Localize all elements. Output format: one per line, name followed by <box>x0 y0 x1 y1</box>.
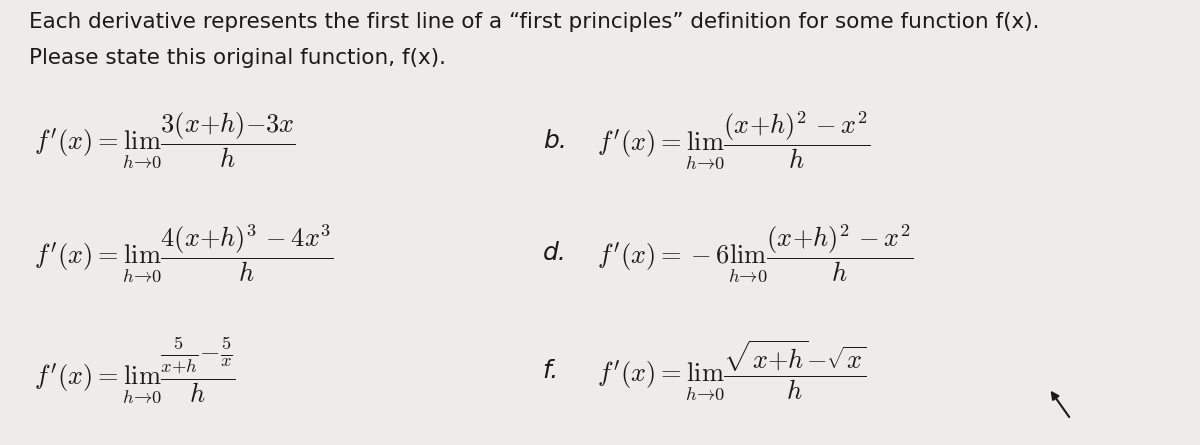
Text: $f'(x) = \lim_{h\to 0}\dfrac{\sqrt{x+h} - \sqrt{x}}{h}$: $f'(x) = \lim_{h\to 0}\dfrac{\sqrt{x+h} … <box>598 339 866 403</box>
Text: Please state this original function, f(x).: Please state this original function, f(x… <box>29 48 445 68</box>
Text: $f'(x) = \lim_{h\to 0}\dfrac{\frac{5}{x+h} - \frac{5}{x}}{h}$: $f'(x) = \lim_{h\to 0}\dfrac{\frac{5}{x+… <box>34 336 236 406</box>
Text: $f'(x) = \lim_{h\to 0}\dfrac{3(x+h) - 3x}{h}$: $f'(x) = \lim_{h\to 0}\dfrac{3(x+h) - 3x… <box>34 111 296 170</box>
Text: d.: d. <box>542 242 566 266</box>
Text: Each derivative represents the first line of a “first principles” definition for: Each derivative represents the first lin… <box>29 12 1039 32</box>
Text: $f'(x) = \lim_{h\to 0}\dfrac{(x+h)^2 - x^2}{h}$: $f'(x) = \lim_{h\to 0}\dfrac{(x+h)^2 - x… <box>598 109 871 172</box>
Text: $f'(x) = \lim_{h\to 0}\dfrac{4(x+h)^3 - 4x^3}{h}$: $f'(x) = \lim_{h\to 0}\dfrac{4(x+h)^3 - … <box>34 222 334 285</box>
Text: f.: f. <box>542 359 559 383</box>
Text: b.: b. <box>542 129 566 153</box>
Text: $f'(x) = -6\lim_{h\to 0}\dfrac{(x+h)^2 - x^2}{h}$: $f'(x) = -6\lim_{h\to 0}\dfrac{(x+h)^2 -… <box>598 222 913 285</box>
